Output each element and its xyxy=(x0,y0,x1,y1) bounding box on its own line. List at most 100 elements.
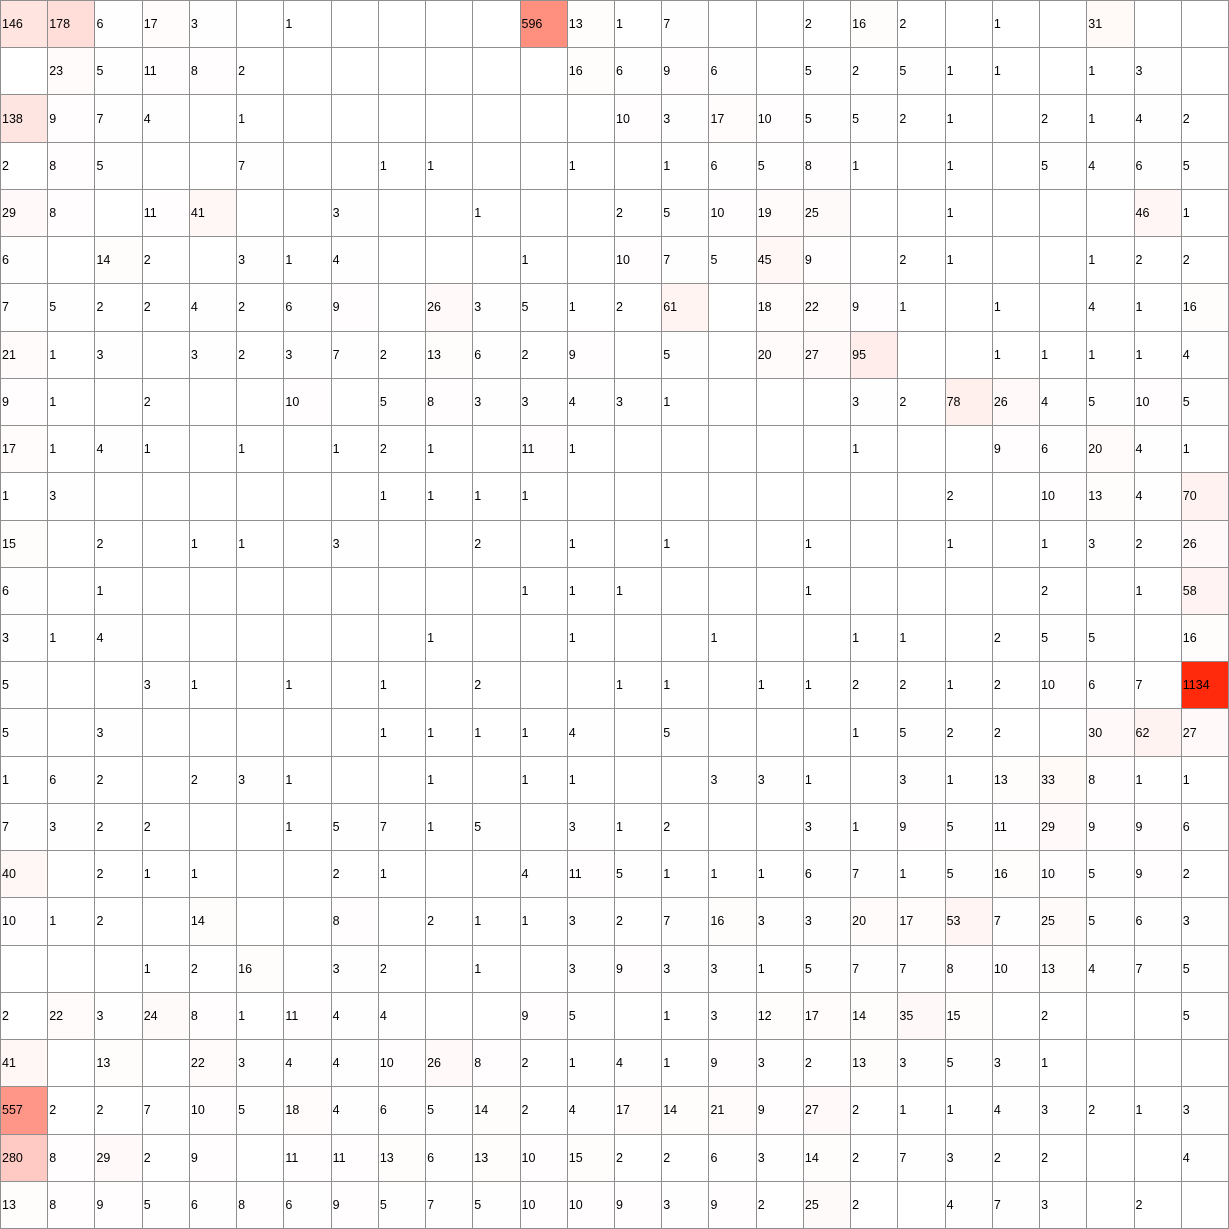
heatmap-cell xyxy=(898,426,946,474)
heatmap-cell: 9 xyxy=(615,945,663,993)
heatmap-cell: 7 xyxy=(662,898,710,946)
heatmap-cell: 9 xyxy=(615,1181,663,1229)
heatmap-cell: 6 xyxy=(709,142,757,190)
heatmap-cell: 4 xyxy=(95,426,143,474)
heatmap-cell: 2 xyxy=(945,709,993,757)
heatmap-cell xyxy=(426,520,474,568)
heatmap-cell: 13 xyxy=(426,331,474,379)
heatmap-cell xyxy=(48,851,96,899)
heatmap-cell: 41 xyxy=(1,1040,49,1088)
heatmap-cell: 5 xyxy=(378,1181,427,1229)
heatmap-cell xyxy=(473,756,521,804)
heatmap-cell: 10 xyxy=(567,1181,615,1229)
heatmap-cell xyxy=(95,378,143,427)
heatmap-cell xyxy=(426,851,474,899)
heatmap-cell: 8 xyxy=(803,142,852,190)
heatmap-cell: 16 xyxy=(1181,284,1229,332)
heatmap-cell xyxy=(898,520,946,568)
heatmap-cell xyxy=(284,189,332,238)
heatmap-cell: 2 xyxy=(520,1040,568,1088)
heatmap-cell xyxy=(709,520,757,568)
heatmap-cell: 5 xyxy=(756,142,804,190)
heatmap-cell: 7 xyxy=(992,1181,1041,1229)
heatmap-cell xyxy=(709,567,757,615)
heatmap-cell: 5 xyxy=(1181,945,1229,993)
heatmap-cell: 2 xyxy=(520,1087,568,1135)
heatmap-cell: 5 xyxy=(945,1040,993,1088)
heatmap-cell: 15 xyxy=(1,520,49,568)
heatmap-cell xyxy=(992,95,1041,143)
heatmap-cell xyxy=(331,142,379,190)
heatmap-cell: 2 xyxy=(189,756,238,804)
heatmap-cell: 7 xyxy=(331,331,379,379)
heatmap-cell: 1 xyxy=(992,48,1041,96)
heatmap-cell: 3 xyxy=(284,331,332,379)
heatmap-cell: 62 xyxy=(1134,709,1182,757)
heatmap-cell: 1 xyxy=(1134,1087,1182,1135)
heatmap-cell xyxy=(1134,1134,1182,1182)
heatmap-cell: 1 xyxy=(189,520,238,568)
heatmap-cell xyxy=(284,48,332,96)
heatmap-cell xyxy=(945,331,993,379)
heatmap-cell: 1 xyxy=(426,142,474,190)
heatmap-cell xyxy=(1087,1181,1135,1229)
heatmap-cell: 3 xyxy=(756,1134,804,1182)
heatmap-cell xyxy=(426,189,474,238)
heatmap-cell: 1 xyxy=(567,615,615,663)
heatmap-cell: 26 xyxy=(426,1040,474,1088)
heatmap-cell: 1 xyxy=(945,520,993,568)
heatmap-cell: 29 xyxy=(95,1134,143,1182)
heatmap-cell: 3 xyxy=(473,378,521,427)
heatmap-cell xyxy=(567,473,615,521)
heatmap-cell: 27 xyxy=(803,1087,852,1135)
heatmap-cell: 29 xyxy=(1040,803,1088,852)
heatmap-cell xyxy=(426,237,474,285)
heatmap-cell: 1 xyxy=(756,662,804,710)
heatmap-cell: 20 xyxy=(756,331,804,379)
heatmap-cell xyxy=(142,709,190,757)
heatmap-cell: 1 xyxy=(473,473,521,521)
heatmap-cell xyxy=(520,945,568,993)
heatmap-cell: 3 xyxy=(803,803,852,852)
heatmap-cell: 1 xyxy=(1134,756,1182,804)
heatmap-cell: 4 xyxy=(95,615,143,663)
heatmap-cell: 4 xyxy=(1181,1134,1229,1182)
heatmap-cell: 16 xyxy=(992,851,1041,899)
heatmap-cell: 1 xyxy=(1087,95,1135,143)
heatmap-cell xyxy=(992,473,1041,521)
heatmap-cell: 1 xyxy=(142,426,190,474)
heatmap-cell xyxy=(945,615,993,663)
heatmap-cell: 2 xyxy=(992,709,1041,757)
heatmap-cell xyxy=(1181,1181,1229,1229)
heatmap-cell: 2 xyxy=(1134,520,1182,568)
heatmap-cell: 8 xyxy=(237,1181,285,1229)
heatmap-cell xyxy=(331,473,379,521)
heatmap-cell xyxy=(520,142,568,190)
heatmap-cell: 3 xyxy=(331,520,379,568)
heatmap-cell: 1 xyxy=(378,473,427,521)
heatmap-cell xyxy=(95,473,143,521)
heatmap-cell xyxy=(473,237,521,285)
heatmap-cell: 10 xyxy=(1040,662,1088,710)
heatmap-cell: 1 xyxy=(945,756,993,804)
heatmap-cell: 2 xyxy=(237,331,285,379)
heatmap-cell: 3 xyxy=(851,378,899,427)
heatmap-cell xyxy=(378,189,427,238)
heatmap-cell: 9 xyxy=(331,1181,379,1229)
heatmap-cell: 5 xyxy=(567,992,615,1041)
heatmap-cell: 9 xyxy=(189,1134,238,1182)
heatmap-cell: 3 xyxy=(662,945,710,993)
heatmap-cell: 2 xyxy=(615,189,663,238)
heatmap-cell: 7 xyxy=(426,1181,474,1229)
heatmap-cell xyxy=(331,756,379,804)
heatmap-cell: 2 xyxy=(95,1087,143,1135)
heatmap-cell: 1 xyxy=(803,662,852,710)
heatmap-cell xyxy=(48,709,96,757)
heatmap-cell: 1 xyxy=(992,331,1041,379)
heatmap-cell: 8 xyxy=(426,378,474,427)
heatmap-cell: 70 xyxy=(1181,473,1229,521)
heatmap-cell: 1 xyxy=(237,520,285,568)
heatmap-cell: 25 xyxy=(1040,898,1088,946)
heatmap-cell xyxy=(237,851,285,899)
heatmap-cell: 6 xyxy=(95,1,143,49)
